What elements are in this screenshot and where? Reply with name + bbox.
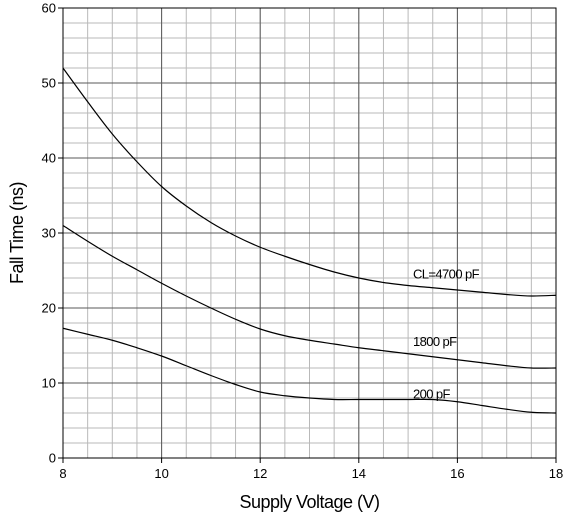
y-tick-label: 10 (42, 376, 56, 391)
x-tick-label: 10 (154, 466, 168, 481)
y-tick-label: 40 (42, 151, 56, 166)
x-tick-label: 18 (549, 466, 563, 481)
curve-labels: CL=4700 pF 1800 pF 200 pF (413, 266, 480, 401)
series-line-1 (62, 67, 557, 297)
tick-marks (58, 7, 557, 463)
x-axis-title: Supply Voltage (V) (239, 492, 379, 512)
series-layer (62, 67, 557, 414)
x-tick-label: 8 (59, 466, 66, 481)
series-line-3 (62, 327, 557, 414)
x-tick-labels: 8 10 12 14 16 18 (59, 466, 563, 481)
y-tick-label: 60 (42, 1, 56, 16)
y-tick-label: 0 (49, 451, 56, 466)
y-tick-label: 50 (42, 76, 56, 91)
curve-label-1: CL=4700 pF (413, 266, 480, 281)
x-tick-label: 14 (352, 466, 366, 481)
x-tick-label: 16 (450, 466, 464, 481)
curve-label-2: 1800 pF (413, 334, 457, 349)
y-tick-label: 20 (42, 301, 56, 316)
y-axis-title: Fall Time (ns) (7, 182, 27, 284)
series-line-2 (62, 224, 557, 369)
curve-label-3: 200 pF (413, 386, 451, 401)
x-tick-label: 12 (253, 466, 267, 481)
y-tick-label: 30 (42, 226, 56, 241)
y-tick-labels: 0 10 20 30 40 50 60 (42, 1, 56, 466)
